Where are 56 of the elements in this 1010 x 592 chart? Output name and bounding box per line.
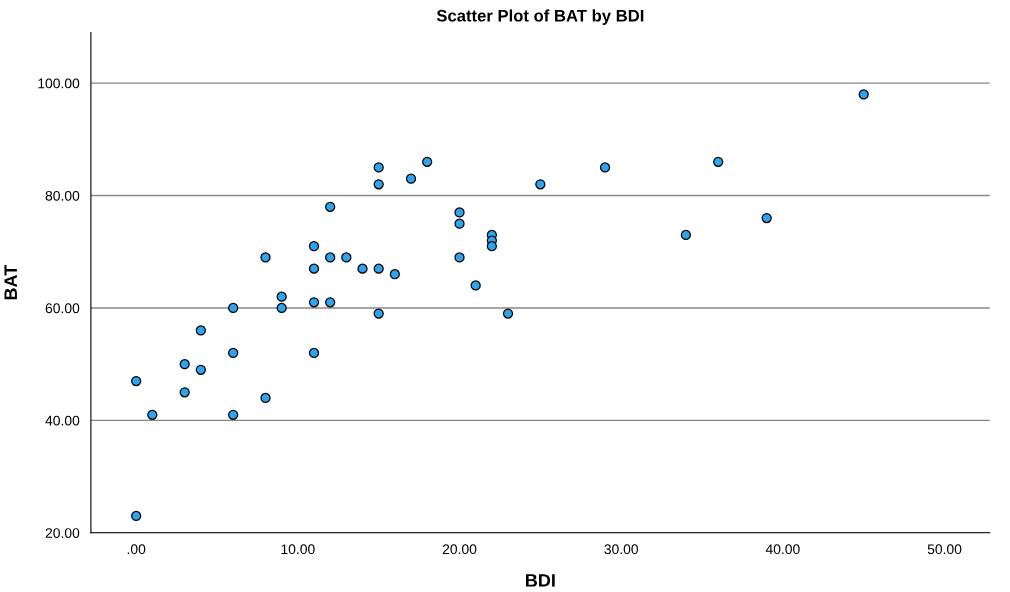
point (228, 409, 239, 420)
point (405, 173, 417, 184)
x-tick-label: 40.00 (765, 544, 800, 555)
point (858, 89, 869, 100)
point (276, 291, 287, 302)
point (325, 297, 336, 308)
point (470, 280, 481, 291)
y-tick-label: 80.00 (45, 190, 80, 201)
point (761, 212, 772, 224)
point (373, 162, 384, 173)
point (454, 207, 465, 218)
point (680, 229, 691, 241)
x-tick-label: 10.00 (281, 544, 315, 555)
chart-title: Scatter Plot of BAT by BDI (436, 9, 644, 25)
point (357, 263, 368, 274)
point (373, 263, 384, 274)
point (454, 218, 465, 229)
y-tick-label: 100.00 (38, 78, 80, 89)
point (502, 308, 514, 319)
point (131, 510, 142, 522)
point (599, 162, 611, 173)
point (228, 347, 239, 359)
point (308, 263, 320, 274)
point (373, 179, 384, 190)
x-axis-title: BDI (526, 574, 555, 587)
point (179, 387, 190, 398)
point (195, 364, 206, 375)
point (422, 156, 433, 167)
point (195, 325, 206, 336)
y-tick-label: 40.00 (45, 415, 80, 426)
point (308, 297, 320, 308)
point (147, 409, 158, 420)
y-tick-label: 60.00 (45, 303, 80, 314)
x-tick-label: 50.00 (927, 544, 962, 555)
point (179, 359, 190, 370)
point (486, 241, 497, 252)
x-tick-label: .00 (127, 544, 146, 555)
point (325, 252, 336, 263)
point (260, 392, 271, 404)
point (535, 179, 546, 190)
point (131, 375, 142, 387)
point (308, 241, 320, 252)
point (260, 252, 271, 263)
point (454, 252, 465, 263)
y-tick-label: 20.00 (45, 528, 80, 538)
x-tick-label: 30.00 (604, 544, 639, 555)
point (325, 201, 336, 212)
point (373, 308, 384, 319)
y-axis-title: BAT (4, 264, 17, 300)
point (389, 269, 400, 280)
point (341, 252, 352, 263)
point (228, 302, 239, 314)
point (713, 156, 724, 167)
x-tick-label: 20.00 (442, 544, 477, 555)
point (276, 302, 287, 314)
point (308, 347, 320, 359)
